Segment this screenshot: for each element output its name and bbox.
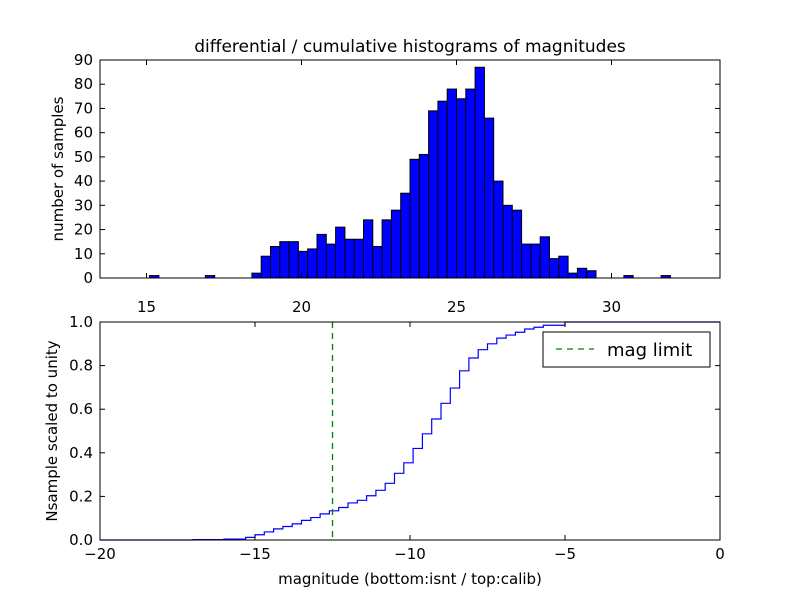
histogram-bar (279, 241, 290, 279)
y-tick-label: 70 (74, 99, 93, 117)
histogram-bar (363, 219, 374, 279)
histogram-bar (483, 117, 495, 279)
histogram-bar (456, 98, 467, 279)
histogram-ticks: 0 10 20 30 40 50 60 70 80 90 15 20 25 30 (74, 51, 720, 316)
histogram-axes-frame (99, 59, 721, 279)
cumulative-panel: 0.0 0.2 0.4 0.6 0.8 1.0 −20 −15 −10 −5 0 Nsample s… (43, 313, 725, 588)
x-tick-label: −20 (84, 545, 116, 563)
y-tick-label: 20 (74, 221, 93, 239)
histogram-bar (446, 88, 458, 279)
y-tick-label: 80 (74, 75, 93, 93)
histogram-bar (530, 243, 541, 279)
histogram-bar (428, 110, 439, 279)
histogram-bar (549, 258, 560, 279)
y-tick-label: 0.8 (69, 357, 93, 375)
y-tick-label: 10 (74, 245, 93, 263)
histogram-bar (539, 236, 551, 279)
histogram-bar (465, 88, 476, 279)
histogram-bar (325, 243, 337, 279)
histogram-bar (260, 255, 272, 279)
x-tick-label: −10 (394, 545, 426, 563)
y-tick-label: 90 (74, 51, 93, 69)
legend: mag limit (542, 331, 711, 368)
y-tick-label: 0.0 (69, 531, 93, 549)
cumulative-ticks: 0.0 0.2 0.4 0.6 0.8 1.0 −20 −15 −10 −5 0 (69, 313, 725, 563)
histogram-bar (511, 209, 523, 279)
histogram-bar (418, 153, 430, 279)
histogram-bar (558, 255, 569, 279)
y-tick-label: 50 (74, 148, 93, 166)
x-tick-label: 0 (715, 545, 725, 563)
x-tick-label: −5 (554, 545, 576, 563)
histogram-y-axis-label: number of samples (49, 96, 67, 241)
histogram-bar (288, 241, 299, 279)
histogram-bar (409, 158, 420, 279)
histogram-bar (437, 100, 448, 279)
y-tick-label: 1.0 (69, 313, 93, 331)
histogram-bar (474, 66, 485, 279)
histogram-bar (400, 192, 411, 279)
x-tick-label: 20 (292, 298, 311, 316)
histogram-bar (390, 209, 402, 279)
y-tick-label: 0 (83, 269, 93, 287)
histogram-bar (270, 246, 281, 279)
legend-label: mag limit (607, 340, 692, 361)
y-tick-label: 0.6 (69, 400, 93, 418)
histogram-bar (316, 233, 327, 279)
x-tick-label: 30 (602, 298, 621, 316)
y-tick-label: 0.4 (69, 444, 93, 462)
chart-title: differential / cumulative histograms of … (194, 37, 626, 57)
histogram-bar (502, 204, 513, 279)
x-tick-label: 25 (447, 298, 466, 316)
histogram-bar (586, 270, 597, 279)
x-tick-label: −15 (239, 545, 271, 563)
x-tick-label: 15 (137, 298, 156, 316)
histogram-bar (521, 243, 532, 279)
histogram-bar (576, 267, 588, 279)
histogram-bar (567, 272, 578, 279)
histogram-bar (344, 238, 355, 279)
cumulative-step-line (100, 321, 720, 541)
histogram-bar (381, 219, 392, 279)
histogram-panel: differential / cumulative histograms of … (49, 37, 721, 316)
y-tick-label: 60 (74, 124, 93, 142)
histogram-bar (372, 246, 383, 279)
histogram-bar (353, 238, 365, 279)
y-tick-label: 30 (74, 196, 93, 214)
histogram-bar (251, 272, 262, 279)
y-tick-label: 40 (74, 172, 93, 190)
histogram-bars (149, 66, 671, 279)
histogram-bar (493, 180, 504, 279)
cumulative-x-axis-label: magnitude (bottom:isnt / top:calib) (278, 570, 542, 588)
y-tick-label: 0.2 (69, 487, 93, 505)
histogram-bar (307, 248, 318, 279)
histogram-bar (335, 226, 346, 279)
histogram-bar (297, 250, 309, 279)
cumulative-y-axis-label: Nsample scaled to unity (43, 340, 61, 521)
